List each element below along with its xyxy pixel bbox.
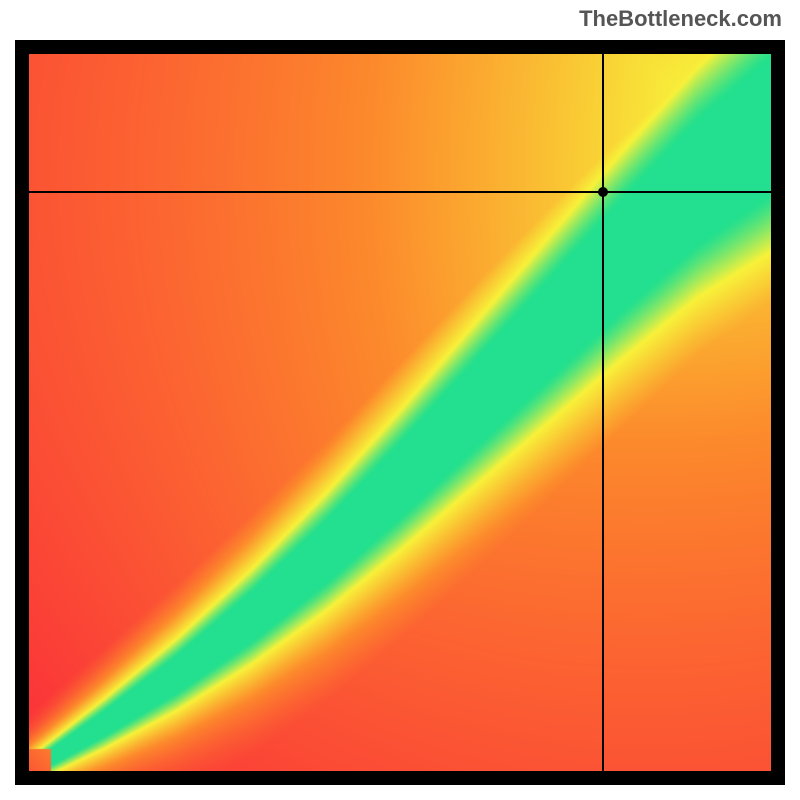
crosshair-dot <box>598 187 608 197</box>
crosshair-vertical <box>602 54 604 771</box>
heatmap-canvas <box>29 54 771 771</box>
chart-container: TheBottleneck.com <box>0 0 800 800</box>
crosshair-horizontal <box>29 191 771 193</box>
watermark-text: TheBottleneck.com <box>579 6 782 32</box>
heatmap-region <box>29 54 771 771</box>
